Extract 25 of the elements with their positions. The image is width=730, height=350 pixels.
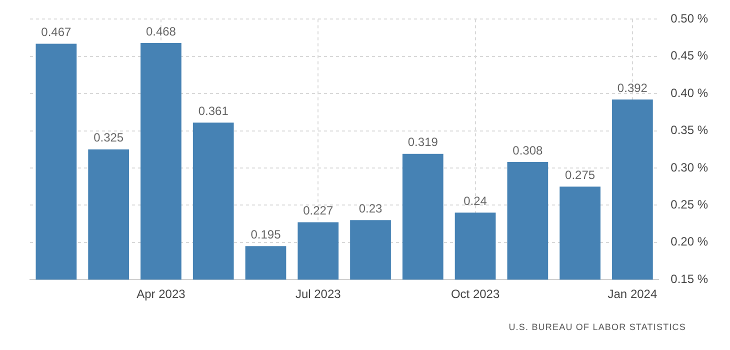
y-tick-label: 0.40 % [670, 86, 708, 100]
data-label: 0.361 [198, 104, 229, 118]
data-label: 0.275 [565, 168, 596, 182]
x-tick-label: Oct 2023 [450, 287, 500, 302]
data-label: 0.319 [408, 135, 438, 150]
x-tick-label: Apr 2023 [136, 287, 186, 302]
y-tick-label: 0.45 % [670, 48, 708, 63]
x-tick-label: Jan 2024 [608, 287, 658, 302]
data-label: 0.195 [250, 227, 282, 242]
data-label: 0.468 [146, 24, 176, 38]
x-tick-label: Jul 2023 [295, 287, 342, 302]
y-tick-label: 0.20 % [670, 234, 708, 249]
data-label: 0.392 [617, 80, 648, 95]
y-tick-label: 0.50 % [670, 12, 708, 26]
data-label: 0.467 [41, 25, 72, 40]
data-label: 0.325 [94, 130, 124, 145]
y-tick-label: 0.25 % [670, 198, 708, 212]
data-label: 0.24 [464, 194, 488, 208]
data-label: 0.23 [358, 201, 383, 216]
text: U.S. BUREAU OF LABOR STATISTICS [508, 322, 686, 332]
data-label: 0.308 [512, 143, 544, 158]
y-tick-label: 0.30 % [670, 160, 708, 174]
data-label: 0.227 [303, 204, 334, 218]
y-tick-label: 0.35 % [670, 123, 708, 138]
y-tick-label: 0.15 % [670, 272, 708, 286]
